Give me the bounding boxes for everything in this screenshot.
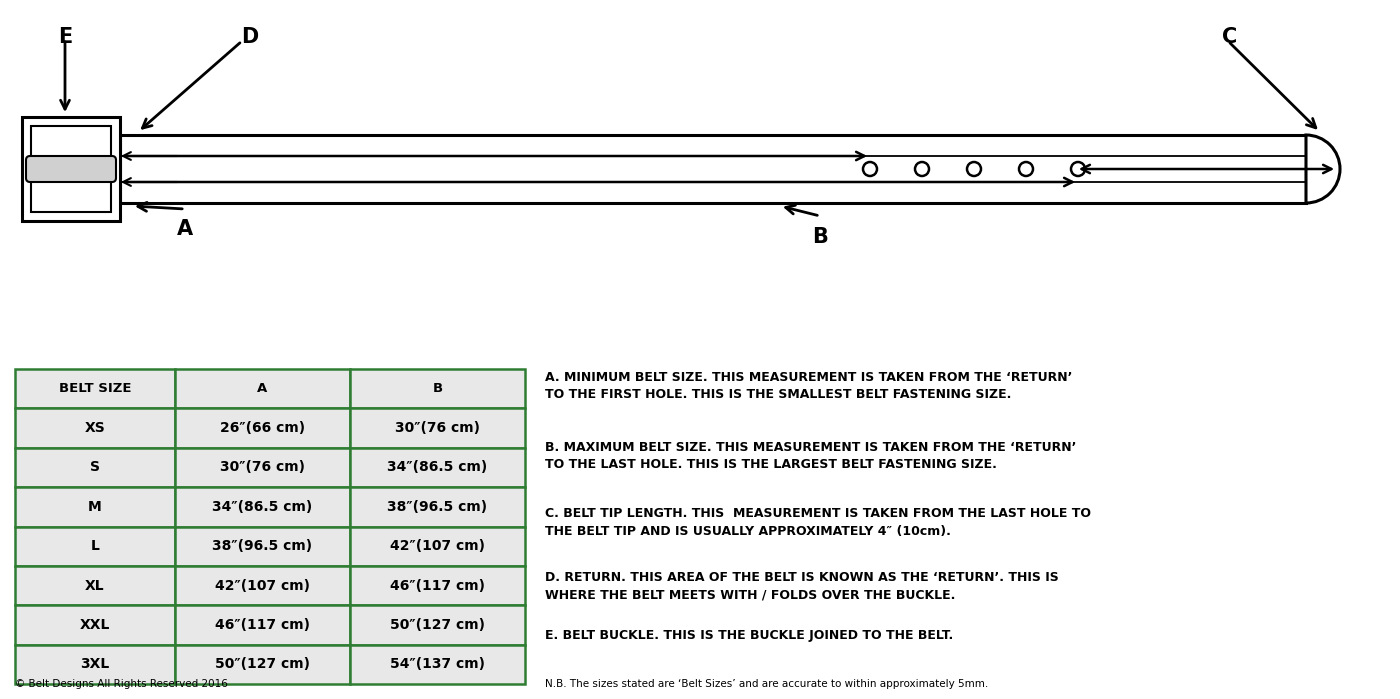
Text: L: L <box>91 539 99 553</box>
Text: BELT SIZE: BELT SIZE <box>59 382 132 395</box>
Text: 26″(66 cm): 26″(66 cm) <box>220 421 305 435</box>
Polygon shape <box>350 605 525 644</box>
Polygon shape <box>22 117 120 221</box>
Text: D: D <box>241 27 259 47</box>
Text: B. MAXIMUM BELT SIZE. THIS MEASUREMENT IS TAKEN FROM THE ‘RETURN’
TO THE LAST HO: B. MAXIMUM BELT SIZE. THIS MEASUREMENT I… <box>545 441 1077 472</box>
Text: 50″(127 cm): 50″(127 cm) <box>216 657 309 671</box>
Polygon shape <box>120 135 1306 203</box>
Polygon shape <box>15 487 175 526</box>
Text: C. BELT TIP LENGTH. THIS  MEASUREMENT IS TAKEN FROM THE LAST HOLE TO
THE BELT TI: C. BELT TIP LENGTH. THIS MEASUREMENT IS … <box>545 507 1091 538</box>
Text: XXL: XXL <box>80 618 111 632</box>
Text: 34″(86.5 cm): 34″(86.5 cm) <box>388 461 487 475</box>
Polygon shape <box>350 408 525 448</box>
Text: 30″(76 cm): 30″(76 cm) <box>395 421 480 435</box>
Polygon shape <box>350 487 525 526</box>
Text: B: B <box>812 227 827 247</box>
Text: B: B <box>433 382 442 395</box>
Polygon shape <box>350 644 525 684</box>
Polygon shape <box>350 526 525 566</box>
Polygon shape <box>31 126 111 212</box>
Circle shape <box>1019 162 1033 176</box>
Circle shape <box>916 162 930 176</box>
Text: M: M <box>88 500 102 514</box>
Wedge shape <box>1306 135 1340 203</box>
Polygon shape <box>15 369 175 408</box>
Text: 38″(96.5 cm): 38″(96.5 cm) <box>388 500 487 514</box>
Polygon shape <box>15 526 175 566</box>
Polygon shape <box>15 644 175 684</box>
Polygon shape <box>350 566 525 605</box>
Text: E. BELT BUCKLE. THIS IS THE BUCKLE JOINED TO THE BELT.: E. BELT BUCKLE. THIS IS THE BUCKLE JOINE… <box>545 629 953 642</box>
Polygon shape <box>175 369 350 408</box>
Circle shape <box>1071 162 1085 176</box>
Text: C: C <box>1222 27 1238 47</box>
Text: 42″(107 cm): 42″(107 cm) <box>391 539 484 553</box>
Polygon shape <box>175 487 350 526</box>
Text: 54″(137 cm): 54″(137 cm) <box>391 657 484 671</box>
Text: N.B. The sizes stated are ‘Belt Sizes’ and are accurate to within approximately : N.B. The sizes stated are ‘Belt Sizes’ a… <box>545 679 988 689</box>
Text: 30″(76 cm): 30″(76 cm) <box>220 461 305 475</box>
Polygon shape <box>175 526 350 566</box>
Polygon shape <box>350 448 525 487</box>
Text: XS: XS <box>84 421 105 435</box>
Text: 46″(117 cm): 46″(117 cm) <box>216 618 309 632</box>
Text: 3XL: 3XL <box>80 657 109 671</box>
Text: E: E <box>57 27 73 47</box>
Polygon shape <box>15 448 175 487</box>
Text: 46″(117 cm): 46″(117 cm) <box>391 579 484 593</box>
Polygon shape <box>175 605 350 644</box>
Text: 38″(96.5 cm): 38″(96.5 cm) <box>213 539 312 553</box>
Polygon shape <box>350 369 525 408</box>
Polygon shape <box>175 566 350 605</box>
Text: S: S <box>90 461 99 475</box>
Text: 34″(86.5 cm): 34″(86.5 cm) <box>213 500 312 514</box>
Text: 50″(127 cm): 50″(127 cm) <box>391 618 484 632</box>
Text: 42″(107 cm): 42″(107 cm) <box>216 579 309 593</box>
FancyBboxPatch shape <box>27 156 116 182</box>
Polygon shape <box>15 605 175 644</box>
Polygon shape <box>15 408 175 448</box>
Text: XL: XL <box>85 579 105 593</box>
Text: A: A <box>176 219 193 239</box>
Polygon shape <box>175 408 350 448</box>
Polygon shape <box>175 644 350 684</box>
Circle shape <box>862 162 876 176</box>
Text: D. RETURN. THIS AREA OF THE BELT IS KNOWN AS THE ‘RETURN’. THIS IS
WHERE THE BEL: D. RETURN. THIS AREA OF THE BELT IS KNOW… <box>545 571 1058 602</box>
Text: A: A <box>258 382 267 395</box>
Polygon shape <box>175 448 350 487</box>
Circle shape <box>967 162 981 176</box>
Text: © Belt Designs All Rights Reserved 2016: © Belt Designs All Rights Reserved 2016 <box>15 679 228 689</box>
Polygon shape <box>15 566 175 605</box>
Text: A. MINIMUM BELT SIZE. THIS MEASUREMENT IS TAKEN FROM THE ‘RETURN’
TO THE FIRST H: A. MINIMUM BELT SIZE. THIS MEASUREMENT I… <box>545 371 1072 401</box>
